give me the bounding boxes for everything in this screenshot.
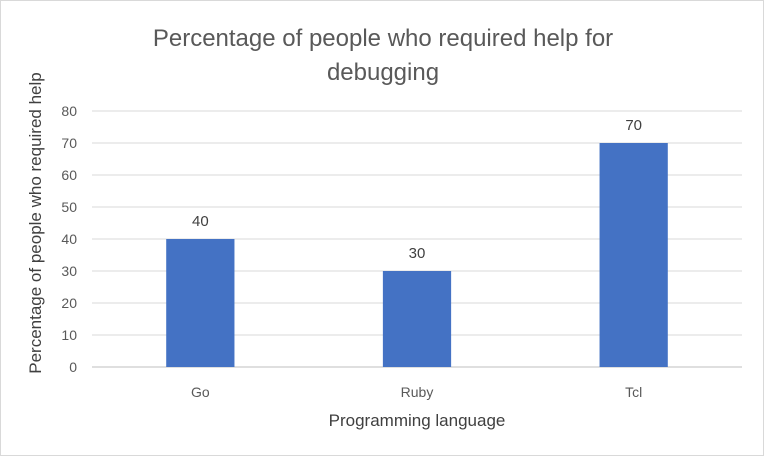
y-tick-label-80: 80: [61, 103, 77, 119]
y-tick-label-70: 70: [61, 135, 77, 151]
x-tick-label-ruby: Ruby: [401, 384, 434, 400]
bars: [166, 143, 668, 367]
y-axis-title: Percentage of people who required help: [26, 72, 45, 374]
x-tick-label-tcl: Tcl: [625, 384, 642, 400]
x-axis-ticks: Go Ruby Tcl: [191, 384, 642, 400]
x-tick-label-go: Go: [191, 384, 210, 400]
y-tick-label-0: 0: [69, 359, 77, 375]
bar-tcl: [599, 143, 668, 367]
y-tick-label-40: 40: [61, 231, 77, 247]
chart-title-line-1: Percentage of people who required help f…: [153, 25, 613, 52]
data-label-tcl: 70: [625, 117, 642, 134]
y-tick-label-30: 30: [61, 263, 77, 279]
x-axis-title: Programming language: [329, 411, 506, 430]
data-label-ruby: 30: [409, 245, 426, 262]
data-label-go: 40: [192, 213, 209, 230]
y-tick-label-20: 20: [61, 295, 77, 311]
y-axis-ticks: 0 10 20 30 40 50 60 70 80: [61, 103, 77, 375]
bar-go: [166, 239, 235, 367]
y-tick-label-10: 10: [61, 327, 77, 343]
y-tick-label-60: 60: [61, 167, 77, 183]
bar-ruby: [382, 271, 452, 367]
y-tick-label-50: 50: [61, 199, 77, 215]
chart-title-line-2: debugging: [327, 59, 439, 86]
data-labels: 40 30 70: [192, 117, 642, 262]
